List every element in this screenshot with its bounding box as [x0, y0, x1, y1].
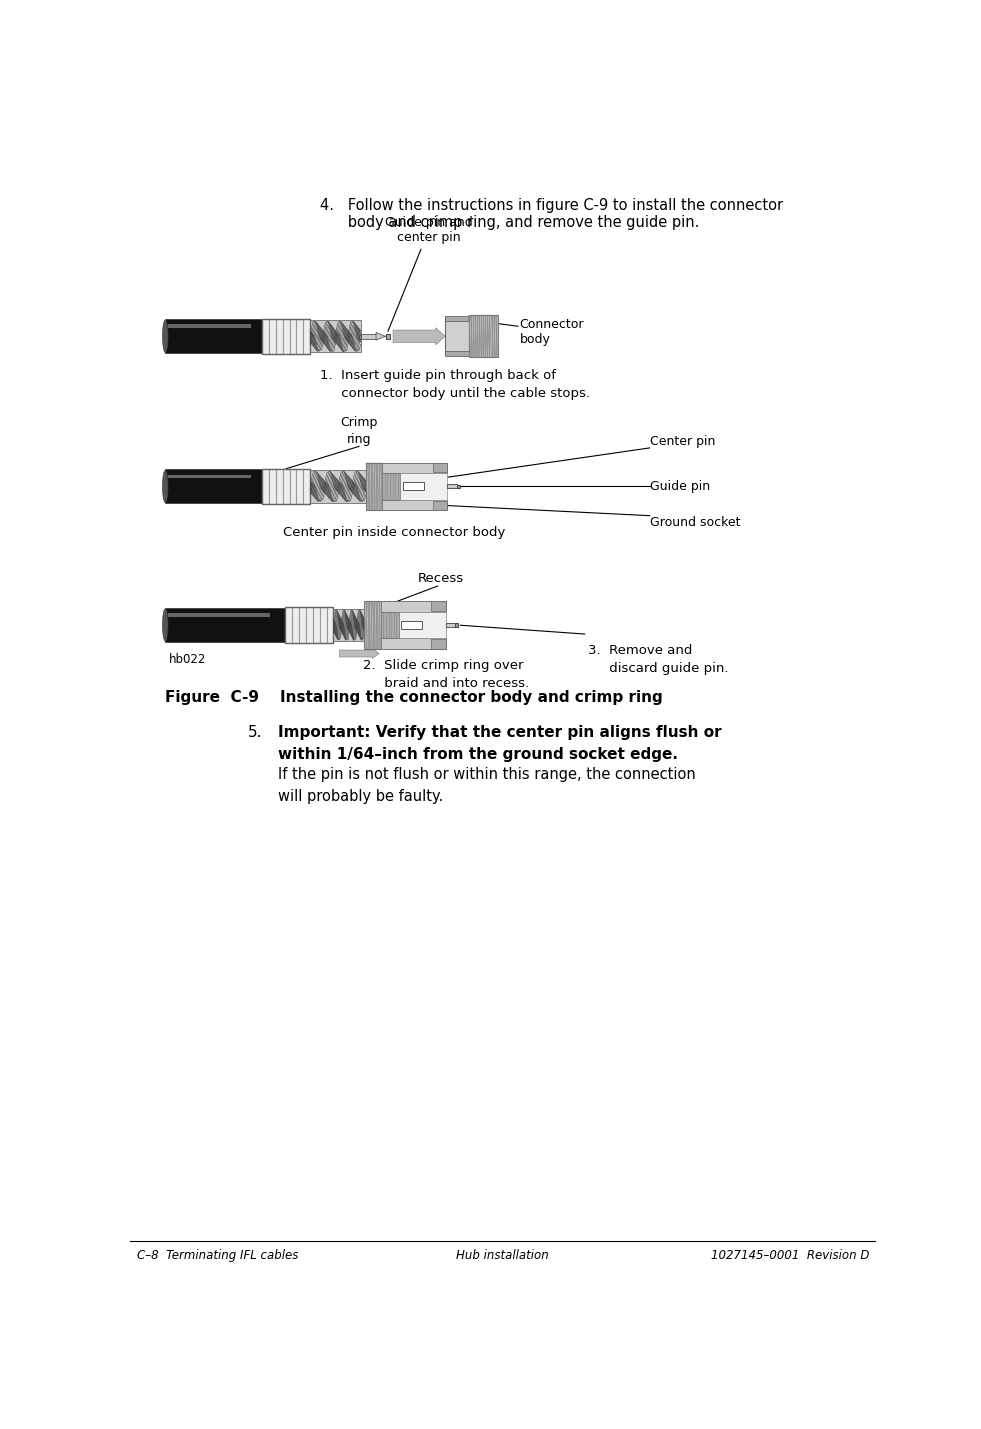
- Bar: [445, 317, 469, 356]
- Bar: [296, 319, 303, 354]
- Bar: [327, 607, 334, 643]
- Bar: [313, 607, 320, 643]
- Text: Crimp
ring: Crimp ring: [340, 416, 378, 446]
- Bar: [361, 333, 376, 339]
- Bar: [403, 483, 424, 490]
- Bar: [399, 612, 445, 639]
- Bar: [169, 613, 271, 616]
- Text: C–8  Terminating IFL cables: C–8 Terminating IFL cables: [136, 1249, 298, 1262]
- Bar: [165, 319, 262, 353]
- Bar: [169, 474, 251, 477]
- Text: Ground socket: Ground socket: [649, 516, 740, 529]
- Bar: [269, 469, 276, 504]
- Bar: [381, 602, 445, 612]
- Bar: [445, 623, 455, 627]
- Bar: [445, 316, 469, 322]
- Text: Guide pin and
center pin: Guide pin and center pin: [385, 216, 473, 332]
- Bar: [262, 319, 310, 354]
- Text: Center pin: Center pin: [649, 434, 715, 447]
- Text: Center pin inside connector body: Center pin inside connector body: [283, 526, 505, 540]
- Bar: [262, 469, 269, 504]
- Bar: [289, 469, 296, 504]
- Bar: [400, 473, 447, 500]
- Bar: [455, 623, 458, 627]
- Bar: [387, 334, 390, 339]
- Bar: [276, 319, 283, 354]
- Text: Figure  C-9    Installing the connector body and crimp ring: Figure C-9 Installing the connector body…: [165, 690, 663, 706]
- Bar: [381, 612, 399, 639]
- Bar: [165, 609, 285, 642]
- Ellipse shape: [163, 320, 168, 353]
- Polygon shape: [376, 333, 387, 340]
- Bar: [262, 469, 310, 504]
- Bar: [334, 609, 364, 642]
- Bar: [165, 470, 262, 503]
- Text: 2.  Slide crimp ring over
     braid and into recess.: 2. Slide crimp ring over braid and into …: [363, 659, 529, 690]
- Text: Connector
body: Connector body: [519, 319, 584, 346]
- Bar: [276, 469, 283, 504]
- Bar: [447, 484, 456, 489]
- Bar: [285, 607, 334, 643]
- Bar: [262, 319, 269, 354]
- Bar: [285, 607, 292, 643]
- Bar: [303, 319, 310, 354]
- Bar: [469, 314, 497, 357]
- Text: Guide pin: Guide pin: [649, 480, 709, 493]
- Bar: [320, 607, 327, 643]
- Bar: [432, 602, 445, 610]
- Text: If the pin is not flush or within this range, the connection
will probably be fa: If the pin is not flush or within this r…: [278, 767, 696, 805]
- Bar: [381, 639, 445, 649]
- Bar: [456, 484, 460, 489]
- Bar: [364, 602, 381, 649]
- Bar: [310, 320, 361, 353]
- Bar: [432, 639, 445, 649]
- Bar: [296, 469, 303, 504]
- FancyArrow shape: [339, 649, 379, 659]
- Bar: [289, 319, 296, 354]
- Text: Important: Verify that the center pin aligns flush or
within 1/64–inch from the : Important: Verify that the center pin al…: [278, 725, 721, 762]
- Text: 4.   Follow the instructions in figure C-9 to install the connector: 4. Follow the instructions in figure C-9…: [320, 197, 784, 213]
- Text: Hub installation: Hub installation: [456, 1249, 549, 1262]
- Text: 5.: 5.: [247, 725, 262, 740]
- Bar: [303, 469, 310, 504]
- Ellipse shape: [163, 470, 168, 503]
- Bar: [383, 500, 447, 510]
- Bar: [306, 607, 313, 643]
- Bar: [269, 319, 276, 354]
- Bar: [292, 607, 299, 643]
- Bar: [383, 473, 400, 500]
- Bar: [283, 319, 289, 354]
- Bar: [401, 622, 423, 629]
- Bar: [299, 607, 306, 643]
- Bar: [433, 463, 447, 472]
- Text: body and crimp ring, and remove the guide pin.: body and crimp ring, and remove the guid…: [320, 216, 699, 230]
- Text: 3.  Remove and
     discard guide pin.: 3. Remove and discard guide pin.: [588, 644, 728, 676]
- Bar: [169, 324, 251, 327]
- FancyArrow shape: [393, 327, 445, 344]
- Bar: [283, 469, 289, 504]
- Bar: [310, 470, 366, 503]
- Text: Recess: Recess: [417, 572, 463, 584]
- Bar: [383, 463, 447, 473]
- Bar: [366, 463, 383, 510]
- Bar: [433, 500, 447, 510]
- Text: hb022: hb022: [169, 653, 206, 666]
- Text: 1027145–0001  Revision D: 1027145–0001 Revision D: [710, 1249, 869, 1262]
- Ellipse shape: [163, 609, 168, 642]
- Text: 1.  Insert guide pin through back of
     connector body until the cable stops.: 1. Insert guide pin through back of conn…: [320, 369, 591, 400]
- Bar: [445, 352, 469, 356]
